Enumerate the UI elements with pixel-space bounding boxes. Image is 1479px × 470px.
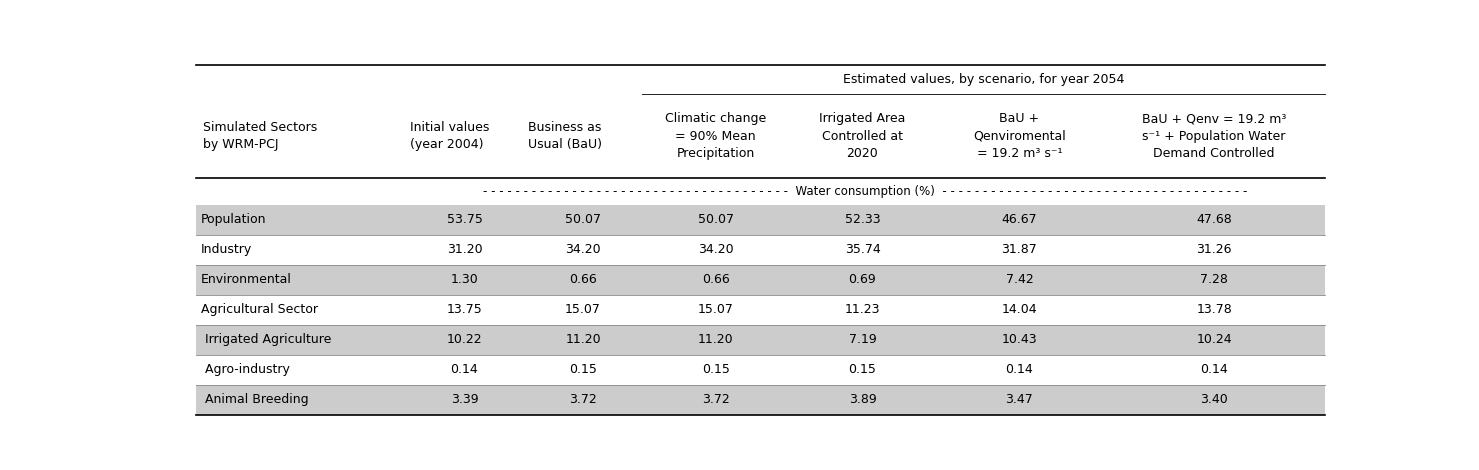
Text: 0.66: 0.66 bbox=[703, 273, 729, 286]
Text: 35.74: 35.74 bbox=[845, 243, 880, 256]
Text: 53.75: 53.75 bbox=[447, 213, 482, 226]
Text: 3.72: 3.72 bbox=[569, 393, 598, 406]
Text: 13.75: 13.75 bbox=[447, 303, 482, 316]
Text: 52.33: 52.33 bbox=[845, 213, 880, 226]
Text: 34.20: 34.20 bbox=[565, 243, 600, 256]
Text: BaU + Qenv = 19.2 m³
s⁻¹ + Population Water
Demand Controlled: BaU + Qenv = 19.2 m³ s⁻¹ + Population Wa… bbox=[1142, 112, 1287, 160]
Text: Irrigated Agriculture: Irrigated Agriculture bbox=[201, 333, 331, 346]
Text: Simulated Sectors
by WRM-PCJ: Simulated Sectors by WRM-PCJ bbox=[203, 121, 318, 151]
Text: 0.15: 0.15 bbox=[849, 363, 877, 376]
Text: 34.20: 34.20 bbox=[698, 243, 734, 256]
Text: 0.15: 0.15 bbox=[701, 363, 729, 376]
FancyBboxPatch shape bbox=[197, 384, 1325, 415]
Text: Initial values
(year 2004): Initial values (year 2004) bbox=[410, 121, 490, 151]
Text: 1.30: 1.30 bbox=[451, 273, 478, 286]
Text: 0.14: 0.14 bbox=[1201, 363, 1228, 376]
Text: 46.67: 46.67 bbox=[1001, 213, 1037, 226]
Text: 31.26: 31.26 bbox=[1197, 243, 1232, 256]
Text: 10.22: 10.22 bbox=[447, 333, 482, 346]
Text: 47.68: 47.68 bbox=[1197, 213, 1232, 226]
Text: Irrigated Area
Controlled at
2020: Irrigated Area Controlled at 2020 bbox=[819, 112, 905, 160]
Text: 0.15: 0.15 bbox=[569, 363, 598, 376]
Text: 11.23: 11.23 bbox=[845, 303, 880, 316]
Text: Industry: Industry bbox=[201, 243, 253, 256]
Text: 3.72: 3.72 bbox=[703, 393, 729, 406]
Text: 0.66: 0.66 bbox=[569, 273, 598, 286]
Text: Population: Population bbox=[201, 213, 266, 226]
Text: 3.39: 3.39 bbox=[451, 393, 478, 406]
Text: 13.78: 13.78 bbox=[1197, 303, 1232, 316]
Text: 0.69: 0.69 bbox=[849, 273, 877, 286]
Text: 7.42: 7.42 bbox=[1006, 273, 1034, 286]
Text: Business as
Usual (BaU): Business as Usual (BaU) bbox=[528, 121, 602, 151]
Text: 31.87: 31.87 bbox=[1001, 243, 1037, 256]
Text: - - - - - - - - - - - - - - - - - - - - - - - - - - - - - - - - - - - - - -  Wat: - - - - - - - - - - - - - - - - - - - - … bbox=[484, 185, 1247, 198]
Text: 11.20: 11.20 bbox=[565, 333, 600, 346]
FancyBboxPatch shape bbox=[197, 325, 1325, 355]
Text: 50.07: 50.07 bbox=[698, 213, 734, 226]
Text: 15.07: 15.07 bbox=[698, 303, 734, 316]
Text: 3.40: 3.40 bbox=[1201, 393, 1228, 406]
FancyBboxPatch shape bbox=[197, 265, 1325, 295]
Text: 7.28: 7.28 bbox=[1201, 273, 1228, 286]
Text: 0.14: 0.14 bbox=[451, 363, 478, 376]
Text: 0.14: 0.14 bbox=[1006, 363, 1034, 376]
Text: Agro-industry: Agro-industry bbox=[201, 363, 290, 376]
Text: BaU +
Qenviromental
= 19.2 m³ s⁻¹: BaU + Qenviromental = 19.2 m³ s⁻¹ bbox=[973, 112, 1066, 160]
Text: 15.07: 15.07 bbox=[565, 303, 600, 316]
Text: 10.43: 10.43 bbox=[1001, 333, 1037, 346]
Text: 3.89: 3.89 bbox=[849, 393, 877, 406]
Text: 7.19: 7.19 bbox=[849, 333, 877, 346]
Text: Environmental: Environmental bbox=[201, 273, 291, 286]
Text: 50.07: 50.07 bbox=[565, 213, 600, 226]
Text: 31.20: 31.20 bbox=[447, 243, 482, 256]
Text: 14.04: 14.04 bbox=[1001, 303, 1037, 316]
Text: Animal Breeding: Animal Breeding bbox=[201, 393, 309, 406]
Text: Agricultural Sector: Agricultural Sector bbox=[201, 303, 318, 316]
FancyBboxPatch shape bbox=[197, 205, 1325, 235]
Text: Estimated values, by scenario, for year 2054: Estimated values, by scenario, for year … bbox=[843, 73, 1124, 86]
Text: 10.24: 10.24 bbox=[1197, 333, 1232, 346]
Text: 11.20: 11.20 bbox=[698, 333, 734, 346]
Text: 3.47: 3.47 bbox=[1006, 393, 1034, 406]
Text: Climatic change
= 90% Mean
Precipitation: Climatic change = 90% Mean Precipitation bbox=[666, 112, 766, 160]
